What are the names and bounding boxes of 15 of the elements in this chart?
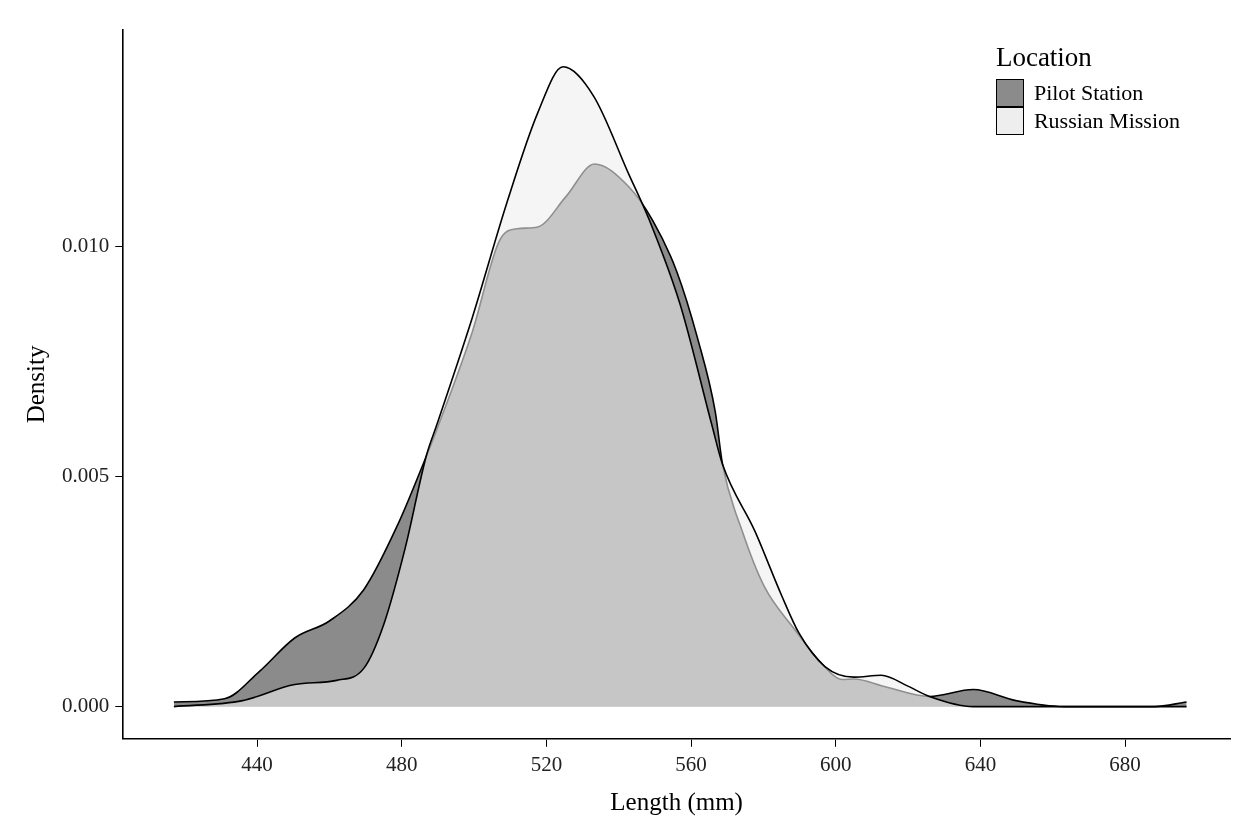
y-tick-label: 0.010 (62, 232, 110, 257)
x-tick-label: 560 (675, 751, 707, 776)
y-tick-label: 0.005 (62, 462, 110, 487)
x-tick-label: 600 (820, 751, 852, 776)
legend-label: Pilot Station (1033, 80, 1144, 106)
x-tick-label: 680 (1109, 751, 1141, 776)
x-tick-label: 480 (386, 751, 418, 776)
x-tick-label: 640 (964, 751, 997, 776)
legend-title: Location (995, 42, 1093, 73)
y-tick-label: 0.000 (62, 693, 110, 718)
x-tick-label: 440 (241, 751, 273, 776)
x-tick-label: 520 (530, 751, 563, 776)
x-axis-title: Length (mm) (610, 787, 743, 816)
legend-label: Russian Mission (1033, 108, 1180, 134)
y-axis-title: Density (21, 345, 49, 424)
